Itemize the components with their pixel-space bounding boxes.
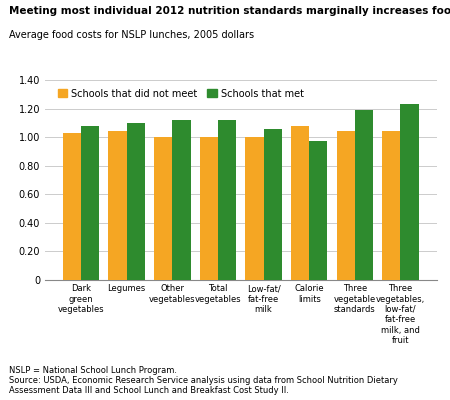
Bar [382,132,400,280]
Bar [108,132,127,280]
Text: Average food costs for NSLP lunches, 2005 dollars: Average food costs for NSLP lunches, 200… [9,30,254,40]
Text: NSLP = National School Lunch Program.: NSLP = National School Lunch Program. [9,366,177,375]
Bar [245,137,264,280]
Bar [63,133,81,280]
Text: Meeting most individual 2012 nutrition standards marginally increases food costs: Meeting most individual 2012 nutrition s… [9,6,450,16]
Bar [127,123,145,280]
Bar [200,137,218,280]
Bar [264,128,282,280]
Bar [400,104,418,280]
Bar [337,132,355,280]
Text: Source: USDA, Economic Research Service analysis using data from School Nutritio: Source: USDA, Economic Research Service … [9,376,398,395]
Bar [154,137,172,280]
Bar [81,126,99,280]
Bar [218,120,236,280]
Bar [291,126,309,280]
Bar [172,120,190,280]
Legend: Schools that did not meet, Schools that met: Schools that did not meet, Schools that … [54,85,308,103]
Bar [355,110,373,280]
Bar [309,142,328,280]
